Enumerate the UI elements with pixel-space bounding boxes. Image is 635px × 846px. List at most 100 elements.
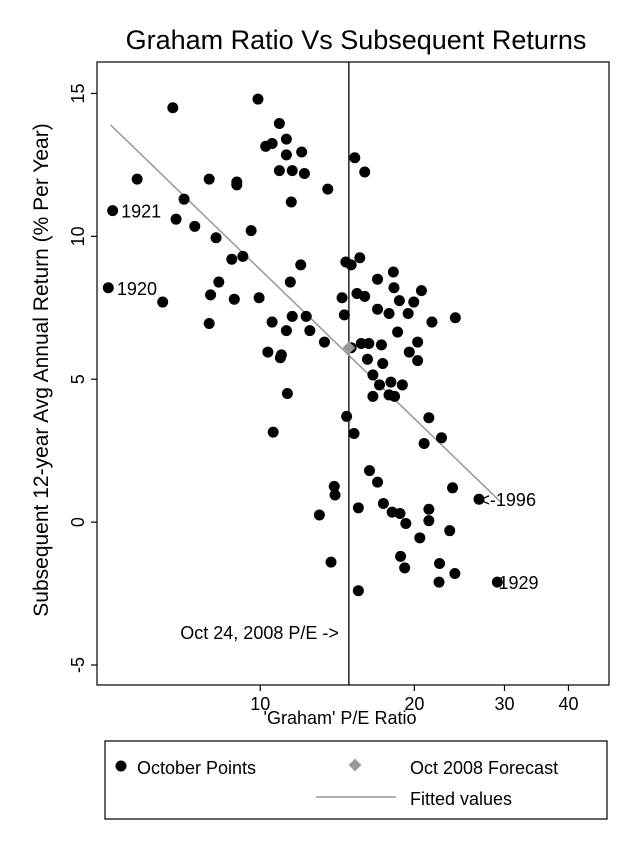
october-point	[131, 173, 143, 185]
october-point	[285, 196, 297, 208]
october-point	[393, 295, 405, 307]
october-point	[412, 355, 424, 367]
october-point	[262, 346, 274, 358]
october-point	[300, 310, 312, 322]
october-point	[328, 480, 340, 492]
october-point	[348, 428, 360, 440]
october-point	[280, 325, 292, 337]
october-point	[267, 426, 279, 438]
october-point	[252, 93, 264, 105]
october-point	[400, 518, 412, 530]
october-point	[266, 316, 278, 328]
october-point	[363, 337, 375, 349]
october-point	[345, 259, 357, 271]
october-point	[408, 296, 420, 308]
october-point	[203, 173, 215, 185]
october-point	[354, 252, 366, 264]
october-point	[434, 558, 446, 570]
forecast-point	[342, 341, 356, 355]
october-point	[418, 438, 430, 450]
october-point	[228, 293, 240, 305]
legend-box	[104, 740, 608, 820]
point-annotation: 1920	[117, 279, 157, 299]
october-point	[157, 296, 169, 308]
october-point	[329, 489, 341, 501]
october-point	[373, 379, 385, 391]
october-point	[449, 312, 461, 324]
october-point	[352, 585, 364, 597]
october-point	[436, 432, 448, 444]
pe-reference-line-group: Oct 24, 2008 P/E ->	[180, 62, 350, 685]
point-annotation: <-1996	[479, 490, 536, 510]
legend-fit-label: Fitted values	[410, 789, 512, 809]
forecast-group	[342, 341, 356, 355]
october-point	[213, 276, 225, 288]
october-point	[414, 532, 426, 544]
annotation-group: 1921 1920 <-1996 1929	[117, 202, 539, 594]
october-point	[178, 193, 190, 205]
october-point	[352, 502, 364, 514]
october-points-group	[102, 93, 503, 597]
october-point	[426, 316, 438, 328]
october-point	[491, 576, 503, 588]
october-point	[394, 508, 406, 520]
october-point	[296, 146, 308, 158]
y-tick-label: 5	[68, 374, 88, 384]
october-point	[280, 149, 292, 161]
october-point	[237, 250, 249, 262]
x-tick-label: 40	[558, 694, 578, 714]
x-tick-label: 10	[250, 694, 270, 714]
plot-area	[96, 61, 610, 686]
october-point	[273, 165, 285, 177]
october-point	[266, 137, 278, 149]
october-point	[336, 292, 348, 304]
y-axis: -5 0 5 10 15	[68, 83, 97, 673]
october-point	[389, 390, 401, 402]
october-point	[284, 276, 296, 288]
october-point	[383, 307, 395, 319]
october-point	[286, 310, 298, 322]
october-point	[298, 167, 310, 179]
october-point	[385, 376, 397, 388]
point-annotation: 1929	[498, 573, 538, 593]
october-point	[473, 493, 485, 505]
october-point	[423, 412, 435, 424]
october-point	[377, 498, 389, 510]
october-point	[399, 562, 411, 574]
october-point	[447, 482, 459, 494]
october-point	[364, 465, 376, 477]
october-point	[274, 352, 286, 364]
point-annotation: 1921	[121, 202, 161, 222]
october-point	[280, 133, 292, 145]
october-point	[107, 205, 119, 217]
october-point	[423, 503, 435, 515]
october-point	[415, 285, 427, 297]
october-point	[392, 326, 404, 338]
october-point	[313, 509, 325, 521]
october-point	[403, 346, 415, 358]
october-point	[377, 357, 389, 369]
legend-forecast-label: Oct 2008 Forecast	[410, 758, 558, 778]
x-tick-label: 20	[404, 694, 424, 714]
legend: October Points Oct 2008 Forecast Fitted …	[104, 740, 608, 820]
october-point	[170, 213, 182, 225]
october-point	[325, 556, 337, 568]
october-point	[372, 476, 384, 488]
october-point	[395, 550, 407, 562]
october-point	[253, 292, 265, 304]
october-point	[102, 282, 114, 294]
october-point	[189, 220, 201, 232]
october-point	[338, 309, 350, 321]
october-point	[387, 266, 399, 278]
y-tick-label: -5	[68, 657, 88, 673]
october-point	[402, 307, 414, 319]
october-point	[231, 176, 243, 188]
october-point	[203, 317, 215, 329]
october-point	[205, 289, 217, 301]
october-point	[361, 353, 373, 365]
x-tick-label: 30	[494, 694, 514, 714]
october-point	[273, 117, 285, 129]
october-point	[375, 339, 387, 351]
y-tick-label: 15	[68, 83, 88, 103]
